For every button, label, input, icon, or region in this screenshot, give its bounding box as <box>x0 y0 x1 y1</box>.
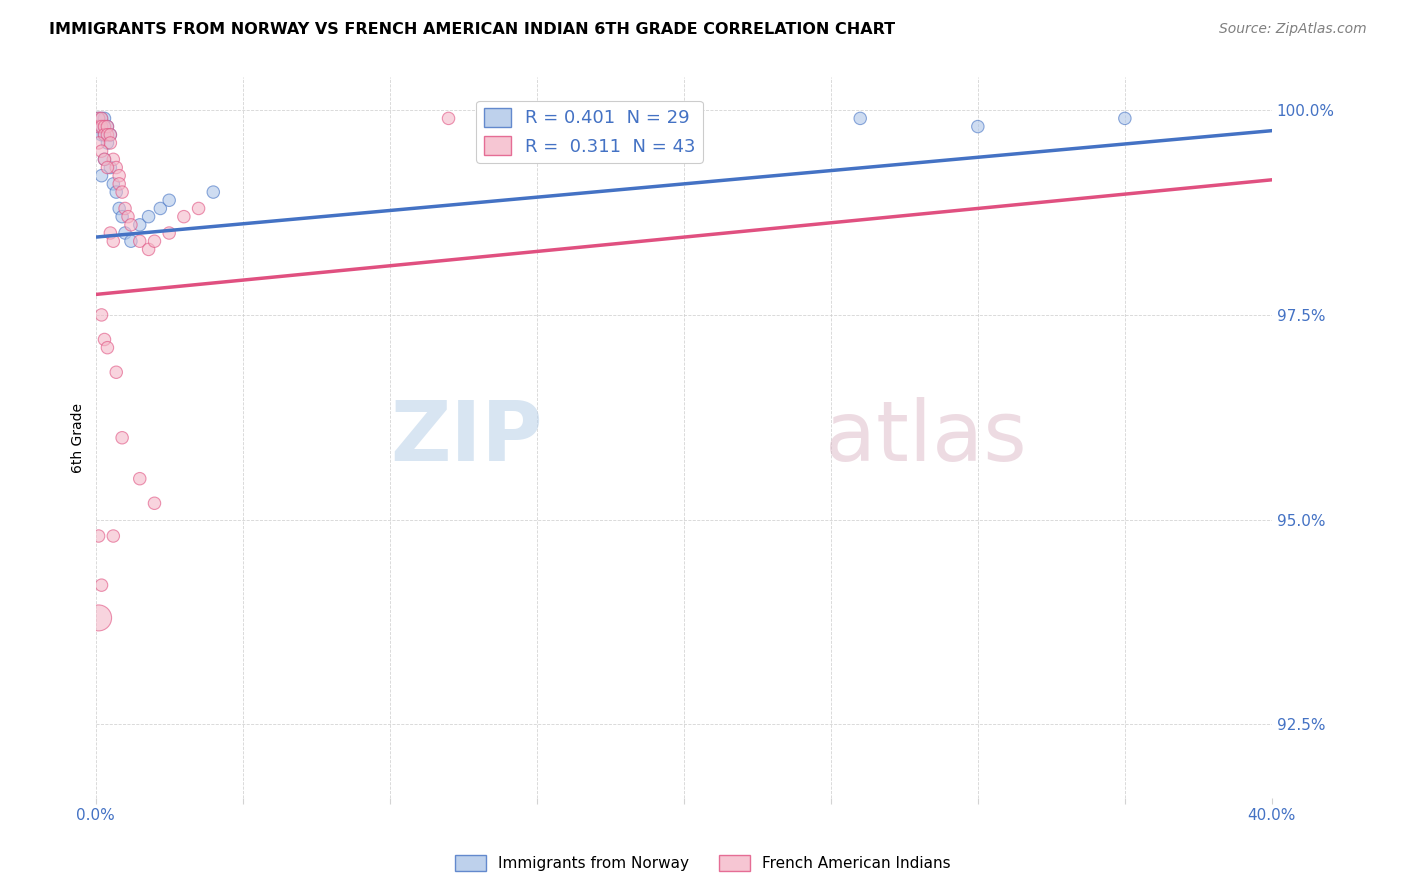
Text: ZIP: ZIP <box>389 397 543 478</box>
Point <box>108 202 131 216</box>
Point <box>87 136 110 150</box>
Point <box>128 234 150 248</box>
Point <box>87 120 110 134</box>
Point <box>96 136 118 150</box>
Point <box>108 177 131 191</box>
Point <box>120 234 142 248</box>
Legend: Immigrants from Norway, French American Indians: Immigrants from Norway, French American … <box>449 849 957 877</box>
Point <box>138 243 160 257</box>
Point <box>105 185 128 199</box>
Point <box>111 210 134 224</box>
Point <box>173 210 195 224</box>
Point <box>187 202 209 216</box>
Point <box>202 185 225 199</box>
Point <box>90 120 112 134</box>
Point <box>103 529 125 543</box>
Point <box>143 496 166 510</box>
Point <box>111 185 134 199</box>
Point <box>93 333 115 347</box>
Point <box>90 128 112 142</box>
Point <box>90 144 112 158</box>
Point <box>96 341 118 355</box>
Point <box>138 210 160 224</box>
Point <box>98 136 121 150</box>
Point <box>128 218 150 232</box>
Point <box>98 226 121 240</box>
Point <box>96 120 118 134</box>
Legend: R = 0.401  N = 29, R =  0.311  N = 43: R = 0.401 N = 29, R = 0.311 N = 43 <box>477 101 703 163</box>
Point <box>111 431 134 445</box>
Point <box>105 161 128 175</box>
Point <box>1114 112 1136 126</box>
Point <box>108 169 131 183</box>
Point <box>98 161 121 175</box>
Text: Source: ZipAtlas.com: Source: ZipAtlas.com <box>1219 22 1367 37</box>
Text: IMMIGRANTS FROM NORWAY VS FRENCH AMERICAN INDIAN 6TH GRADE CORRELATION CHART: IMMIGRANTS FROM NORWAY VS FRENCH AMERICA… <box>49 22 896 37</box>
Point <box>93 153 115 167</box>
Point <box>96 128 118 142</box>
Point <box>849 112 872 126</box>
Point <box>90 578 112 592</box>
Point <box>87 120 110 134</box>
Point <box>90 169 112 183</box>
Point <box>93 153 115 167</box>
Point <box>93 128 115 142</box>
Point <box>117 210 139 224</box>
Point <box>526 112 548 126</box>
Point <box>105 365 128 379</box>
Point <box>128 472 150 486</box>
Point <box>87 529 110 543</box>
Point <box>93 120 115 134</box>
Point <box>96 120 118 134</box>
Point <box>103 234 125 248</box>
Point <box>157 226 180 240</box>
Point <box>120 218 142 232</box>
Point <box>87 611 110 625</box>
Point <box>157 194 180 208</box>
Point <box>90 308 112 322</box>
Point <box>96 161 118 175</box>
Point <box>98 128 121 142</box>
Point <box>90 112 112 126</box>
Point <box>149 202 172 216</box>
Point <box>143 234 166 248</box>
Text: atlas: atlas <box>825 397 1026 478</box>
Point <box>98 128 121 142</box>
Point <box>103 177 125 191</box>
Point <box>437 112 460 126</box>
Point <box>114 226 136 240</box>
Point <box>93 128 115 142</box>
Point <box>114 202 136 216</box>
Point <box>93 120 115 134</box>
Point <box>90 120 112 134</box>
Y-axis label: 6th Grade: 6th Grade <box>72 403 86 473</box>
Point <box>93 112 115 126</box>
Point <box>90 112 112 126</box>
Point <box>966 120 988 134</box>
Point <box>103 153 125 167</box>
Point <box>613 120 636 134</box>
Point <box>87 112 110 126</box>
Point <box>87 112 110 126</box>
